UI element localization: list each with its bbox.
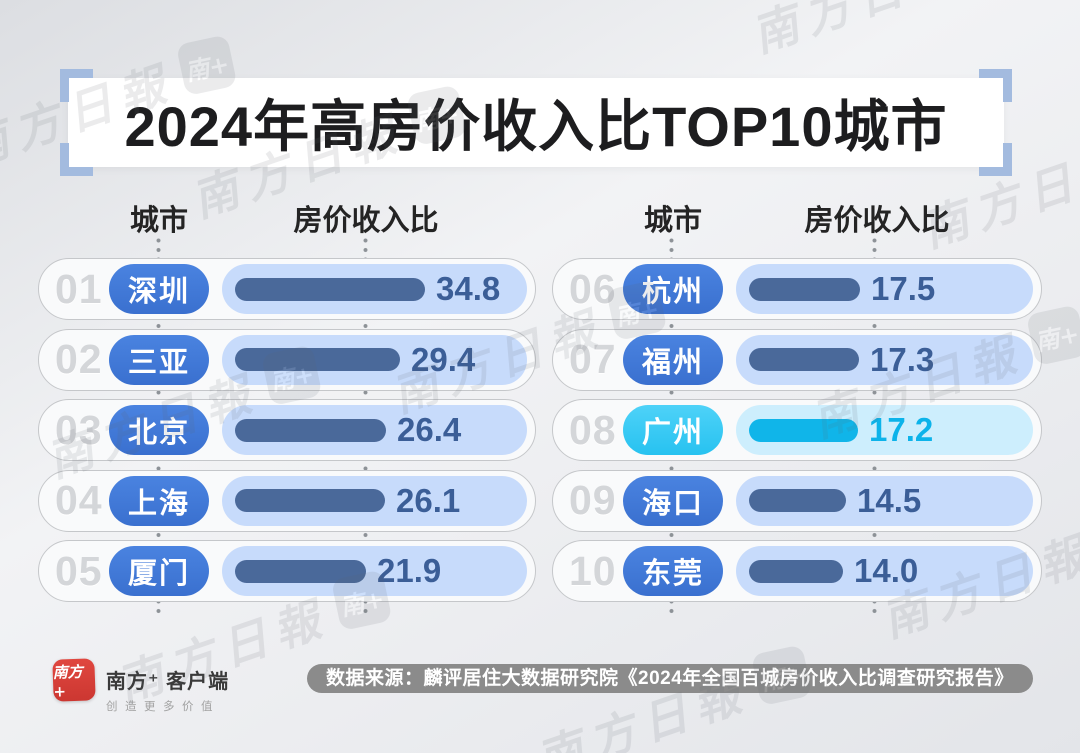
rank-label: 01 (55, 265, 103, 312)
value-label: 29.4 (411, 340, 476, 378)
brand-tagline: 创造更多价值 (106, 701, 220, 713)
table-row-highlighted: 08 广州 17.2 (552, 399, 1042, 461)
ranking-column-left: 01 深圳 34.8 02 三亚 29.4 03 北京 26.4 04 (38, 258, 536, 602)
value-label: 17.5 (871, 270, 936, 307)
value-label: 14.5 (857, 481, 922, 519)
bar-track: 29.4 (222, 334, 527, 385)
value-label: 26.4 (397, 411, 462, 448)
bar (235, 348, 400, 371)
left-city-header: 城市 (129, 205, 188, 237)
title-box: 2024年高房价收入比TOP10城市 (60, 69, 1012, 176)
rank-label: 08 (569, 406, 617, 453)
table-row: 09 海口 14.5 (552, 469, 1042, 532)
value-label: 17.2 (869, 411, 934, 448)
bar (235, 418, 386, 442)
rank-label: 09 (569, 477, 617, 523)
page-title: 2024年高房价收入比TOP10城市 (124, 95, 948, 158)
city-pill: 北京 (109, 405, 209, 455)
ranking-column-right: 06 杭州 17.5 07 福州 17.3 08 广州 17.2 09 (552, 258, 1042, 602)
bar (235, 489, 385, 512)
value-label: 26.1 (396, 481, 461, 519)
logo-text: 南方+ (52, 662, 84, 701)
bar (235, 559, 366, 583)
bar-track: 14.0 (736, 546, 1033, 596)
city-pill: 海口 (623, 475, 723, 526)
corner-bracket-top-right-icon (979, 69, 1012, 102)
bar-track: 26.1 (222, 475, 527, 526)
bar-track: 21.9 (222, 546, 527, 596)
bar (749, 418, 858, 442)
bar-track: 17.2 (736, 405, 1033, 455)
table-row: 03 北京 26.4 (38, 399, 536, 461)
city-pill: 杭州 (623, 264, 723, 314)
bar (235, 277, 425, 301)
watermark-stamp: 南方日報 南+ (527, 636, 817, 753)
table-row: 02 三亚 29.4 (38, 328, 536, 391)
value-label: 14.0 (854, 552, 919, 589)
city-pill: 东莞 (623, 546, 723, 596)
rank-label: 02 (55, 336, 103, 382)
city-pill: 广州 (623, 405, 723, 455)
bar-track: 14.5 (736, 475, 1033, 526)
city-pill: 上海 (109, 475, 209, 526)
corner-bracket-bottom-left-icon (60, 143, 93, 176)
bar (749, 489, 846, 512)
bar (749, 348, 859, 371)
data-source-pill: 数据来源：麟评居住大数据研究院《2024年全国百城房价收入比调查研究报告》 (307, 664, 1033, 693)
brand-name: 南方⁺ 客户端 (106, 671, 230, 693)
brand-block: 南方⁺ 客户端 创造更多价值 (106, 665, 229, 714)
left-ratio-header: 房价收入比 (293, 205, 439, 237)
bar-track: 17.3 (736, 334, 1033, 385)
rank-label: 07 (569, 336, 617, 382)
table-row: 01 深圳 34.8 (38, 258, 536, 320)
table-row: 06 杭州 17.5 (552, 258, 1042, 320)
value-label: 17.3 (870, 340, 935, 378)
rank-label: 05 (55, 547, 103, 594)
bar-track: 34.8 (222, 264, 527, 314)
city-pill: 三亚 (109, 334, 209, 385)
right-city-header: 城市 (643, 205, 702, 237)
table-row: 10 东莞 14.0 (552, 540, 1042, 602)
city-pill: 福州 (623, 334, 723, 385)
city-pill: 厦门 (109, 546, 209, 596)
rank-label: 10 (569, 547, 617, 594)
bar-track: 17.5 (736, 264, 1033, 314)
corner-bracket-bottom-right-icon (979, 143, 1012, 176)
rank-label: 06 (569, 265, 617, 312)
value-label: 21.9 (377, 552, 442, 589)
rank-label: 04 (55, 477, 103, 523)
right-ratio-header: 房价收入比 (804, 205, 950, 237)
table-row: 05 厦门 21.9 (38, 540, 536, 602)
watermark-stamp: 南方日報 南+ (742, 0, 1032, 65)
city-pill: 深圳 (109, 264, 209, 314)
watermark-text: 南方日報 (744, 0, 971, 63)
table-row: 07 福州 17.3 (552, 328, 1042, 391)
bar-track: 26.4 (222, 405, 527, 455)
table-row: 04 上海 26.1 (38, 469, 536, 532)
value-label: 34.8 (436, 270, 501, 307)
nanfang-plus-logo: 南方+ (52, 658, 96, 702)
bar (749, 277, 860, 301)
corner-bracket-top-left-icon (60, 69, 93, 102)
bar (749, 559, 843, 583)
rank-label: 03 (55, 406, 103, 453)
